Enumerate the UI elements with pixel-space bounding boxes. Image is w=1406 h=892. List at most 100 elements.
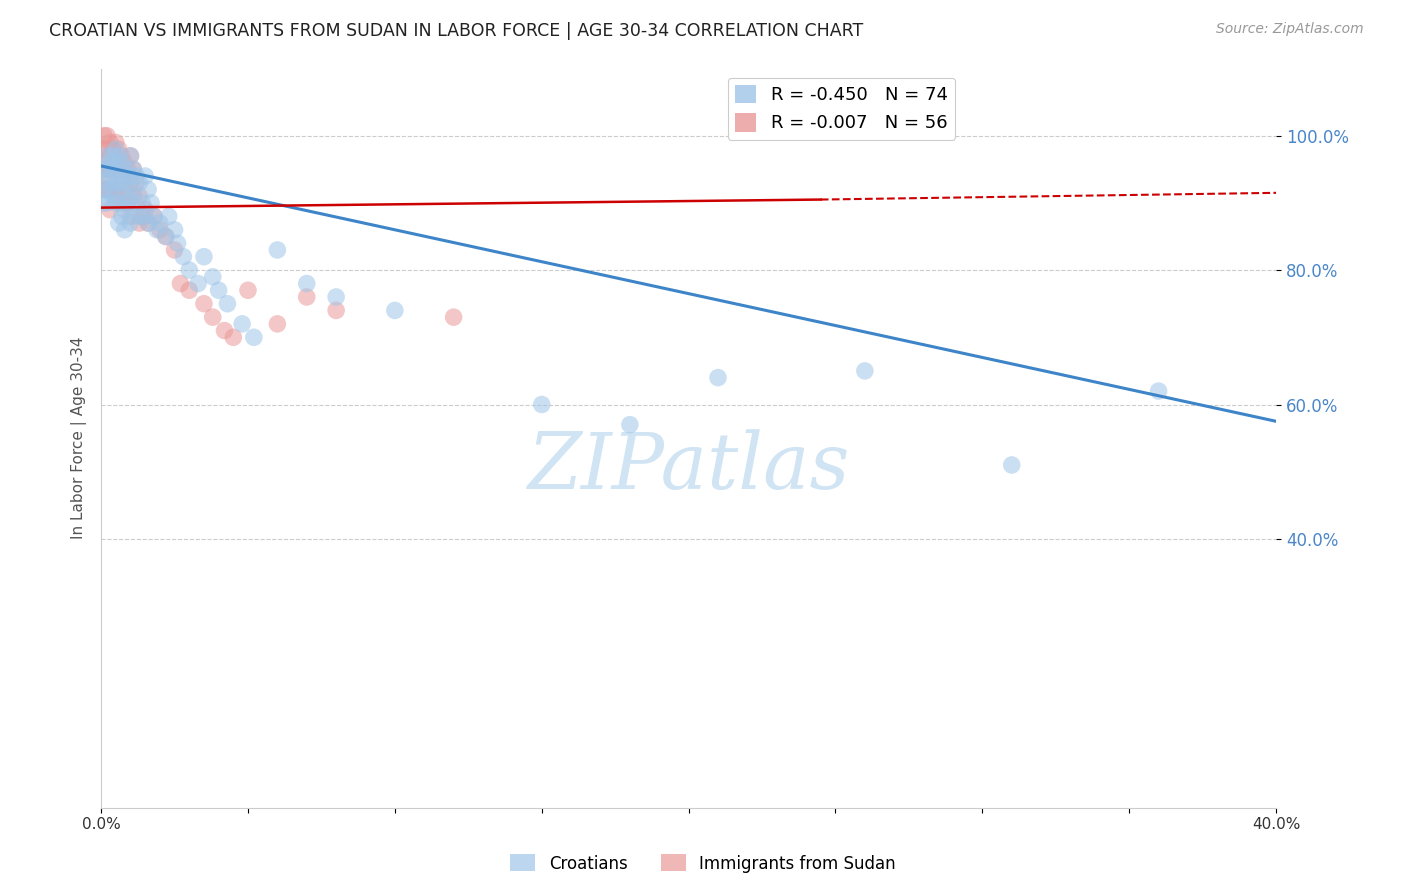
Point (193, 250, 215, 264)
Point (114, 202, 136, 217)
Point (93, 195, 115, 210)
Point (155, 229, 177, 244)
Point (98, 155, 121, 169)
Point (136, 216, 159, 230)
Point (104, 176, 127, 190)
Point (131, 195, 153, 210)
Point (96, 182, 118, 196)
Point (1001, 458, 1024, 472)
Point (93, 128, 115, 143)
Point (98, 182, 121, 196)
Point (122, 210, 145, 224)
Point (325, 290, 347, 304)
Point (222, 330, 245, 344)
Point (96, 162, 118, 177)
Point (107, 162, 129, 177)
Point (111, 155, 134, 169)
Point (120, 210, 142, 224)
Point (146, 223, 169, 237)
Point (107, 216, 129, 230)
Point (93, 162, 115, 177)
Point (104, 155, 127, 169)
Point (1147, 384, 1170, 398)
Point (325, 303, 347, 318)
Point (114, 182, 136, 196)
Point (93, 155, 115, 169)
Point (853, 364, 876, 378)
Point (163, 223, 186, 237)
Point (136, 182, 159, 196)
Point (120, 216, 142, 230)
Point (155, 229, 177, 244)
Point (98, 202, 121, 217)
Point (143, 210, 166, 224)
Point (214, 324, 236, 338)
Point (111, 149, 134, 163)
Point (169, 277, 191, 291)
Point (143, 210, 166, 224)
Point (122, 162, 145, 177)
Point (104, 136, 127, 150)
Point (111, 176, 134, 190)
Point (120, 169, 142, 183)
Point (96, 195, 118, 210)
Point (193, 296, 215, 310)
Point (530, 397, 553, 411)
Point (98, 162, 121, 177)
Point (104, 182, 127, 196)
Point (114, 182, 136, 196)
Point (111, 210, 134, 224)
Point (187, 277, 209, 291)
Text: Source: ZipAtlas.com: Source: ZipAtlas.com (1216, 22, 1364, 37)
Point (136, 216, 159, 230)
Point (443, 310, 465, 325)
Point (179, 263, 201, 277)
Point (128, 210, 150, 224)
Point (117, 195, 139, 210)
Point (114, 155, 136, 169)
Point (157, 210, 180, 224)
Text: CROATIAN VS IMMIGRANTS FROM SUDAN IN LABOR FORCE | AGE 30-34 CORRELATION CHART: CROATIAN VS IMMIGRANTS FROM SUDAN IN LAB… (49, 22, 863, 40)
Point (107, 176, 129, 190)
Point (98, 136, 121, 150)
Point (101, 182, 124, 196)
Point (107, 162, 129, 177)
Point (107, 142, 129, 156)
Point (98, 182, 121, 196)
Point (236, 283, 259, 297)
Point (266, 317, 288, 331)
Point (96, 176, 118, 190)
Point (179, 283, 201, 297)
Point (295, 277, 318, 291)
Point (93, 182, 115, 196)
Point (122, 189, 145, 203)
Legend: Croatians, Immigrants from Sudan: Croatians, Immigrants from Sudan (503, 847, 903, 880)
Point (166, 236, 188, 251)
Point (172, 250, 194, 264)
Point (207, 283, 229, 297)
Point (295, 290, 318, 304)
Y-axis label: In Labor Force | Age 30-34: In Labor Force | Age 30-34 (72, 337, 87, 540)
Point (134, 210, 156, 224)
Point (104, 195, 127, 210)
Point (117, 195, 139, 210)
Point (125, 176, 148, 190)
Point (117, 162, 139, 177)
Point (96, 162, 118, 177)
Point (101, 149, 124, 163)
Point (93, 169, 115, 183)
Point (149, 223, 172, 237)
Point (266, 243, 288, 257)
Point (98, 149, 121, 163)
Point (120, 176, 142, 190)
Point (134, 202, 156, 217)
Point (128, 189, 150, 203)
Point (120, 149, 142, 163)
Point (217, 296, 239, 310)
Point (96, 128, 118, 143)
Point (111, 195, 134, 210)
Point (111, 169, 134, 183)
Point (98, 169, 121, 183)
Point (120, 149, 142, 163)
Point (120, 189, 142, 203)
